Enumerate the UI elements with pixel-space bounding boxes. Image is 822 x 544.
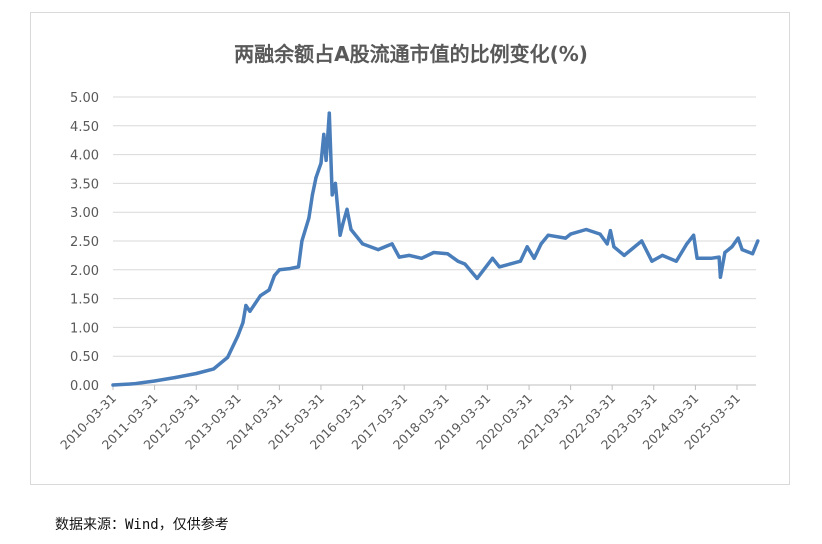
y-tick-label: 4.00 <box>70 149 99 164</box>
data-point <box>420 256 424 260</box>
data-point <box>432 250 436 255</box>
data-point <box>338 233 342 237</box>
data-point <box>674 259 678 263</box>
data-point <box>518 259 522 263</box>
data-point <box>341 222 345 226</box>
data-source-note: 数据来源：Wind，仅供参考 <box>55 517 229 533</box>
data-point <box>709 256 713 260</box>
data-point <box>324 158 328 162</box>
data-point <box>740 248 744 252</box>
data-point <box>546 233 550 237</box>
data-point <box>695 256 699 260</box>
y-tick-label: 1.00 <box>70 321 99 336</box>
data-point <box>539 242 543 246</box>
data-point <box>361 242 365 246</box>
data-point <box>194 371 198 376</box>
data-point <box>605 242 609 246</box>
data-point <box>236 334 240 338</box>
y-tick-label: 1.50 <box>70 293 99 308</box>
data-point <box>525 245 529 249</box>
data-point <box>569 232 573 236</box>
chart-title: 两融余额占A股流通市值的比例变化(%) <box>234 42 588 66</box>
data-point <box>660 253 665 257</box>
data-point <box>490 256 495 260</box>
data-point <box>267 288 271 292</box>
data-point <box>563 236 568 240</box>
data-point <box>296 265 301 269</box>
data-point <box>612 245 616 249</box>
data-point <box>723 250 727 255</box>
data-point <box>390 242 394 246</box>
data-point <box>751 252 755 256</box>
y-tick-label: 3.00 <box>70 206 99 221</box>
line-chart: 两融余额占A股流通市值的比例变化(%) 0.00 0.50 1.00 1.50 2.00… <box>57 42 760 452</box>
chart-container: 两融余额占A股流通市值的比例变化(%) 0.00 0.50 1.00 1.50 2.00… <box>30 12 790 485</box>
data-point <box>608 229 612 233</box>
y-tick-label: 4.50 <box>70 120 99 135</box>
data-point <box>622 253 626 257</box>
y-tick-label: 5.00 <box>70 91 99 106</box>
data-point <box>307 216 311 220</box>
data-point <box>322 132 326 137</box>
data-point <box>241 321 245 325</box>
y-tick-label: 2.50 <box>70 235 99 250</box>
data-point <box>132 382 136 386</box>
data-point <box>330 193 334 197</box>
data-point <box>497 265 502 269</box>
data-point <box>475 276 479 281</box>
data-point <box>736 236 740 240</box>
data-point <box>345 207 349 211</box>
series-line <box>111 111 760 387</box>
y-tick-label: 0.00 <box>70 379 99 394</box>
data-point <box>756 239 760 243</box>
data-point <box>244 303 248 308</box>
data-point <box>319 161 323 165</box>
data-point <box>111 383 115 387</box>
data-point <box>730 245 734 249</box>
data-point <box>598 232 602 236</box>
data-point <box>173 375 178 380</box>
data-point <box>225 355 230 359</box>
data-point <box>277 268 281 272</box>
data-point <box>717 255 721 259</box>
data-point <box>463 262 467 266</box>
data-point <box>248 309 252 313</box>
data-point <box>456 259 460 263</box>
data-point <box>272 273 276 278</box>
data-point <box>288 267 292 271</box>
data-point <box>650 259 654 263</box>
data-point <box>152 379 157 383</box>
data-point <box>212 367 216 371</box>
y-tick-label: 0.50 <box>70 350 99 365</box>
data-point <box>640 239 644 243</box>
data-point <box>584 227 588 232</box>
data-point <box>376 248 380 252</box>
data-point <box>310 193 315 197</box>
data-point <box>532 256 536 260</box>
data-point <box>397 255 401 259</box>
data-point <box>314 176 318 180</box>
y-tick-label: 3.50 <box>70 177 99 192</box>
data-point <box>327 111 331 115</box>
data-point <box>718 275 722 279</box>
data-point <box>685 242 689 246</box>
data-point <box>300 239 304 243</box>
data-point <box>445 252 450 256</box>
data-point <box>692 233 696 237</box>
data-point <box>407 253 411 257</box>
y-tick-label: 2.00 <box>70 264 99 279</box>
data-point <box>258 294 262 298</box>
data-point <box>333 181 338 185</box>
data-point <box>349 227 353 232</box>
